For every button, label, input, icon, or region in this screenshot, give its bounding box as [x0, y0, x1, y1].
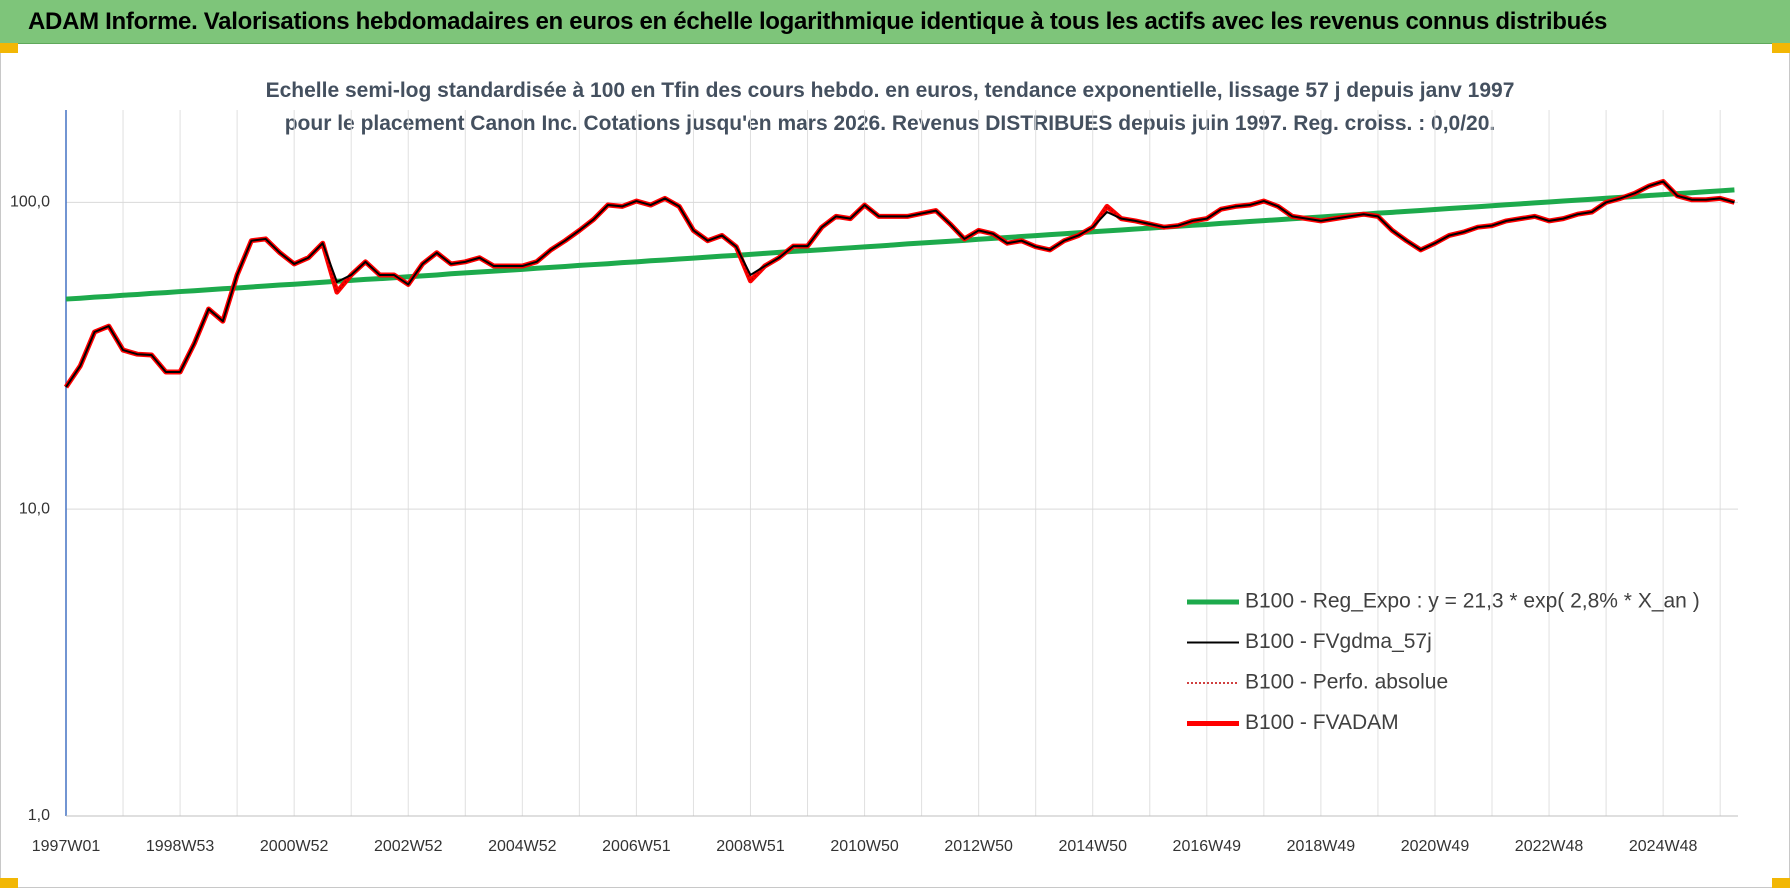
y-tick-label: 1,0	[28, 807, 50, 824]
legend-label: B100 - FVgdma_57j	[1245, 630, 1432, 653]
x-tick-label: 2024W48	[1629, 838, 1698, 855]
x-tick-label: 1997W01	[32, 838, 101, 855]
series-line	[65, 180, 1735, 388]
x-tick-label: 2012W50	[944, 838, 1013, 855]
x-tick-label: 2008W51	[716, 838, 785, 855]
corner-mark	[1772, 878, 1790, 888]
legend-label: B100 - FVADAM	[1245, 711, 1399, 734]
series-line	[65, 187, 1735, 302]
legend-label: B100 - Reg_Expo : y = 21,3 * exp( 2,8% *…	[1245, 590, 1700, 613]
legend-label: B100 - Perfo. absolue	[1245, 671, 1448, 694]
x-tick-label: 2004W52	[488, 838, 557, 855]
x-tick-label: 2010W50	[830, 838, 899, 855]
chart-title: ADAM Informe. Valorisations hebdomadaire…	[28, 8, 1608, 35]
x-tick-label: 1998W53	[146, 838, 215, 855]
x-tick-label: 2014W50	[1058, 838, 1127, 855]
chart-subtitle: Echelle semi-log standardisée à 100 en T…	[265, 79, 1515, 135]
corner-mark	[0, 43, 18, 53]
x-tick-label: 2020W49	[1401, 838, 1470, 855]
x-tick-label: 2006W51	[602, 838, 671, 855]
header-bar: ADAM Informe. Valorisations hebdomadaire…	[0, 0, 1790, 44]
y-tick-label: 100,0	[10, 194, 50, 211]
x-tick-label: 2018W49	[1287, 838, 1356, 855]
x-tick-label: 2016W49	[1173, 838, 1242, 855]
x-tick-label: 2022W48	[1515, 838, 1584, 855]
corner-mark	[1772, 43, 1790, 53]
corner-mark	[0, 878, 18, 888]
x-tick-label: 2000W52	[260, 838, 329, 855]
y-tick-label: 10,0	[19, 500, 50, 517]
x-tick-label: 2002W52	[374, 838, 443, 855]
